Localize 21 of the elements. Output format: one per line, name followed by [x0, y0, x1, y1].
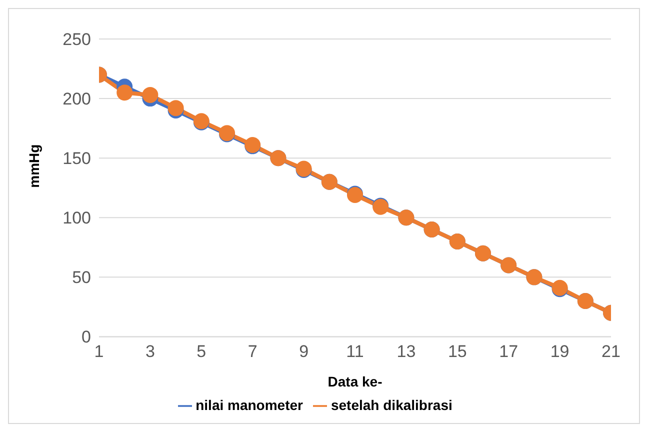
x-tick-label: 1: [94, 342, 104, 361]
x-tick-label: 9: [299, 342, 309, 361]
y-tick-label: 200: [62, 90, 91, 109]
x-tick-label: 15: [448, 342, 467, 361]
y-tick-label: 250: [62, 30, 91, 50]
y-axis-title: mmHg: [26, 144, 42, 188]
x-tick-label: 17: [499, 342, 518, 361]
x-tick-label: 11: [346, 342, 364, 361]
x-tick-label: 3: [145, 342, 155, 361]
legend-label: nilai manometer: [196, 396, 303, 413]
y-tick-label: 150: [62, 149, 91, 168]
x-tick-label: 19: [550, 342, 570, 361]
x-axis-title: Data ke-: [328, 374, 383, 390]
x-tick-label: 7: [248, 342, 258, 361]
x-tick-label: 5: [196, 342, 206, 361]
y-tick-label: 100: [62, 208, 91, 228]
x-tick-label: 13: [396, 342, 416, 361]
y-tick-label: 0: [82, 328, 91, 347]
y-tick-label: 50: [72, 268, 91, 288]
x-tick-label: 21: [602, 342, 620, 361]
legend-label: setelah dikalibrasi: [330, 396, 452, 413]
